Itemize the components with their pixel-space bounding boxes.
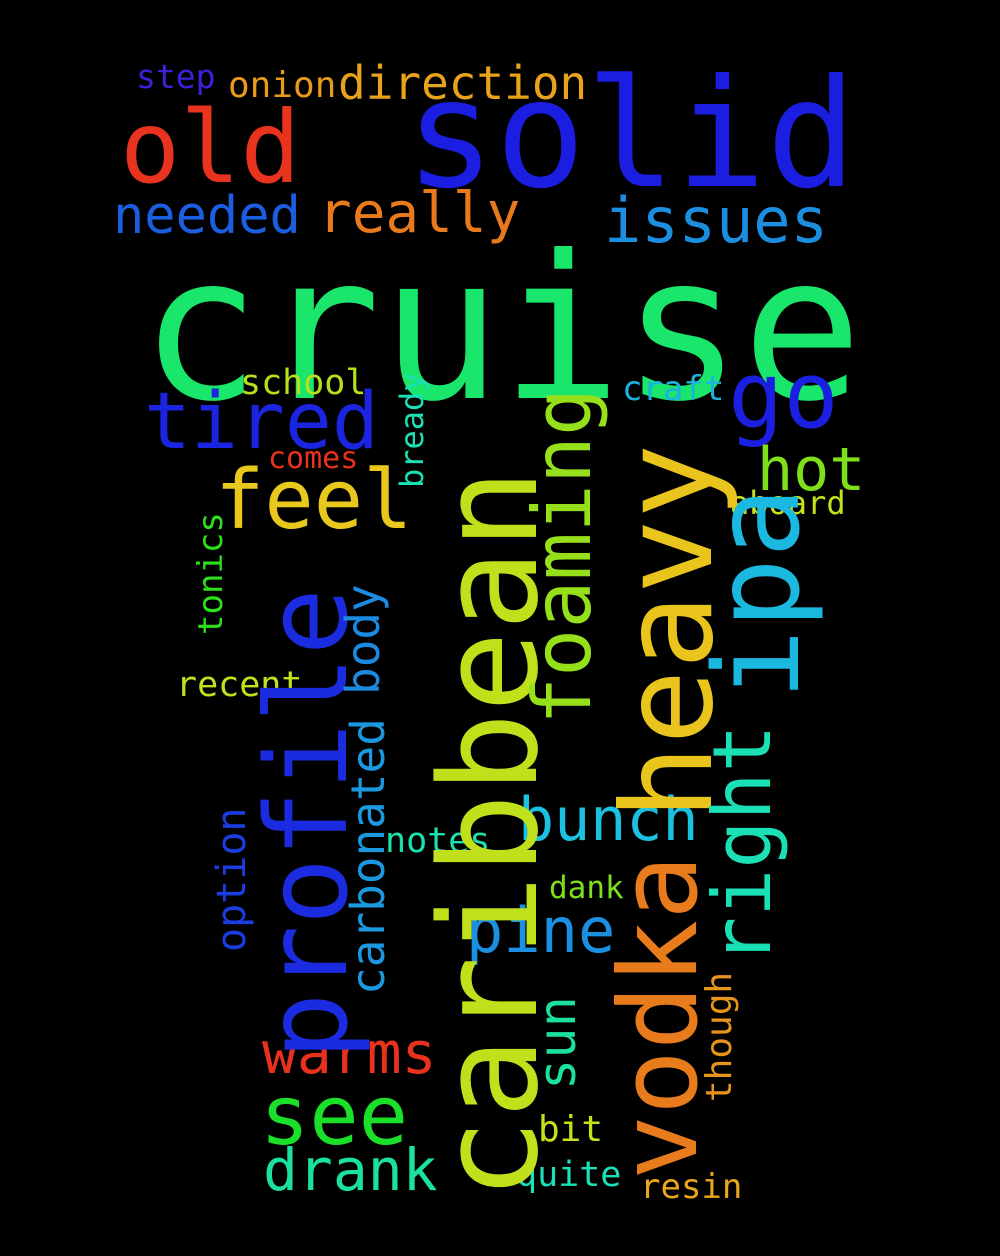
word-pine: pine [466, 894, 616, 967]
word-onion: onion [228, 65, 337, 106]
word-school: school [240, 363, 367, 403]
word-cruise: cruise [140, 213, 863, 446]
word-step: step [136, 57, 216, 96]
word-direction: direction [338, 56, 588, 110]
word-drank: drank [263, 1136, 438, 1204]
word-resin: resin [640, 1167, 743, 1207]
word-see: see [260, 1069, 409, 1164]
word-bunch: bunch [518, 785, 699, 855]
word-comes: comes [268, 441, 359, 476]
word-carbonated: carbonated [341, 718, 395, 995]
word-bit: bit [538, 1109, 604, 1150]
word-hot: hot [757, 435, 866, 505]
word-though: though [699, 971, 740, 1102]
word-issues: issues [604, 184, 828, 257]
word-tired: tired [144, 377, 379, 467]
word-old: old [120, 89, 301, 206]
word-foaming: foaming [516, 387, 609, 725]
word-quite: quite [516, 1155, 622, 1195]
word-go: go [728, 342, 839, 449]
word-aboard: aboard [730, 484, 846, 522]
word-feel: feel [215, 453, 413, 548]
word-sun: sun [528, 996, 588, 1090]
word-body: body [336, 584, 390, 695]
word-option: option [209, 807, 255, 953]
word-warms: warms [262, 1019, 437, 1087]
word-right: right [696, 724, 789, 965]
word-needed: needed [113, 186, 301, 246]
word-really: really [318, 181, 521, 246]
word-notes: notes [385, 821, 491, 861]
word-bready: bready [393, 372, 431, 488]
word-ipa: ipa [688, 486, 826, 700]
word-craft: craft [622, 369, 725, 409]
word-solid: solid [405, 48, 857, 222]
word-tonics: tonics [191, 512, 231, 635]
word-dank: dank [549, 870, 624, 906]
word-recent: recent [176, 665, 303, 705]
